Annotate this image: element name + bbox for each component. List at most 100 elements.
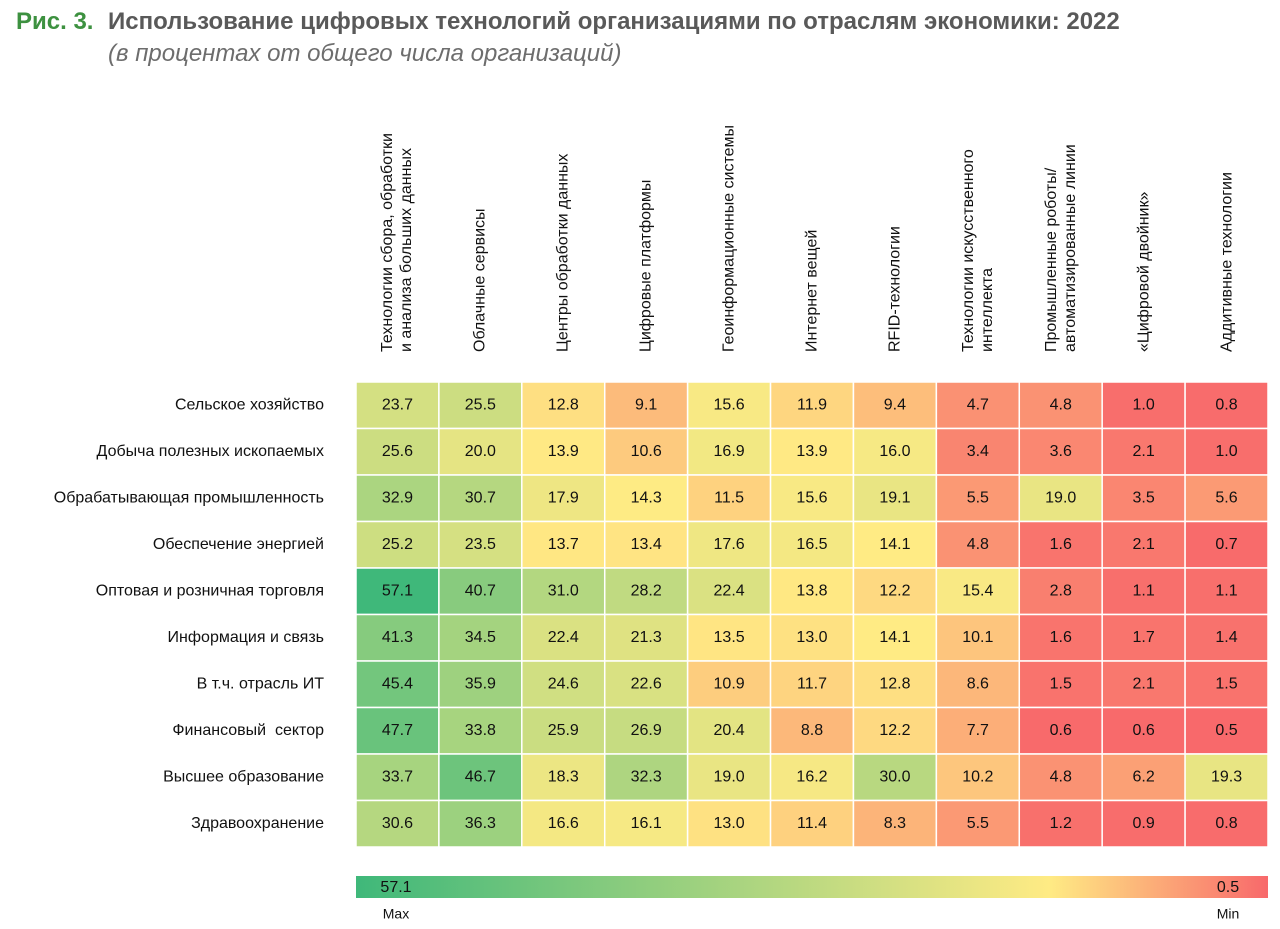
cell-label: 5.5 [967,815,989,832]
cell-label: 19.3 [1211,768,1242,785]
cell-label: 9.1 [635,396,657,413]
cell-label: 14.1 [879,536,910,553]
colorbar-min-label: Min [1217,906,1240,922]
cell-label: 26.9 [631,722,662,739]
heat-cell [521,474,606,523]
heat-cell [935,474,1021,523]
heat-cell [769,660,855,709]
cell-label: 30.6 [382,815,413,832]
heat-cell [438,567,523,616]
cell-label: 16.0 [879,443,910,460]
cell-label: 25.9 [548,722,579,739]
heat-cell [603,381,689,430]
cell-label: 8.8 [801,722,823,739]
heat-cell [355,427,440,476]
heat-cell [1101,753,1186,802]
cell-label: 16.9 [714,443,745,460]
row-label: Информация и связь [168,629,324,646]
cell-label: 40.7 [465,582,496,599]
heat-cell [852,520,938,569]
cell-label: 13.9 [796,443,827,460]
heat-cell [521,799,606,848]
heat-cell [1101,520,1186,569]
cell-label: 57.1 [382,582,413,599]
cell-label: 4.8 [1050,768,1072,785]
cell-label: 19.0 [1045,489,1076,506]
cell-label: 20.0 [465,443,496,460]
cell-label: 23.7 [382,396,413,413]
heat-cell [686,799,772,848]
cell-label: 16.6 [548,815,579,832]
row-label: Обеспечение энергией [153,536,324,553]
heat-cell [521,520,606,569]
cell-label: 13.7 [548,536,579,553]
heat-cell [1184,474,1269,523]
colorbar-max-value: 57.1 [380,879,411,896]
cell-label: 23.5 [465,536,496,553]
heat-cell [1101,660,1186,709]
heat-cell [1018,753,1103,802]
heat-cell [1101,427,1186,476]
heat-cell [1184,660,1269,709]
heat-cell [438,660,523,709]
cell-label: 34.5 [465,629,496,646]
row-label: Финансовый сектор [172,722,324,739]
cell-label: 12.8 [879,675,910,692]
cell-label: 33.7 [382,768,413,785]
cell-label: 28.2 [631,582,662,599]
heat-cell [1184,381,1269,430]
cell-label: 10.9 [714,675,745,692]
cell-label: 3.6 [1050,443,1072,460]
cell-label: 0.9 [1133,815,1155,832]
cell-label: 13.5 [714,629,745,646]
cell-label: 0.6 [1133,722,1155,739]
cell-label: 1.6 [1050,536,1072,553]
heat-cell [355,567,440,616]
heat-cell [521,427,606,476]
heat-cell [603,753,689,802]
cell-label: 2.1 [1133,443,1155,460]
heat-cell [1184,567,1269,616]
heat-cell [1184,799,1269,848]
cell-label: 5.6 [1215,489,1237,506]
cell-label: 1.4 [1215,629,1237,646]
cell-label: 17.6 [714,536,745,553]
cell-label: 4.8 [967,536,989,553]
cell-label: 1.0 [1133,396,1155,413]
heat-cell [438,799,523,848]
cell-label: 22.4 [548,629,579,646]
heat-cell [1101,613,1186,662]
heat-cell [686,520,772,569]
heat-cell [769,474,855,523]
heat-cell [355,613,440,662]
cell-label: 2.1 [1133,536,1155,553]
cell-label: 12.2 [879,722,910,739]
cell-label: 1.0 [1215,443,1237,460]
cell-label: 32.3 [631,768,662,785]
colorbar-min-value: 0.5 [1217,879,1239,896]
cell-label: 21.3 [631,629,662,646]
colorbar [356,876,1268,898]
cell-label: 12.2 [879,582,910,599]
heat-cell [438,381,523,430]
heat-cell [686,427,772,476]
heat-cell [686,567,772,616]
cell-label: 10.2 [962,768,993,785]
cell-label: 1.1 [1215,582,1237,599]
cell-label: 33.8 [465,722,496,739]
cell-label: 1.6 [1050,629,1072,646]
heat-cell [769,567,855,616]
cell-label: 32.9 [382,489,413,506]
heat-cell [1018,706,1103,755]
cell-label: 30.0 [879,768,910,785]
heat-cell [1018,799,1103,848]
heat-cell [686,381,772,430]
cell-label: 25.5 [465,396,496,413]
row-label: Обрабатывающая промышленность [54,489,324,506]
cell-label: 22.6 [631,675,662,692]
cell-label: 30.7 [465,489,496,506]
cell-label: 2.1 [1133,675,1155,692]
colorbar-max-label: Max [383,906,409,922]
